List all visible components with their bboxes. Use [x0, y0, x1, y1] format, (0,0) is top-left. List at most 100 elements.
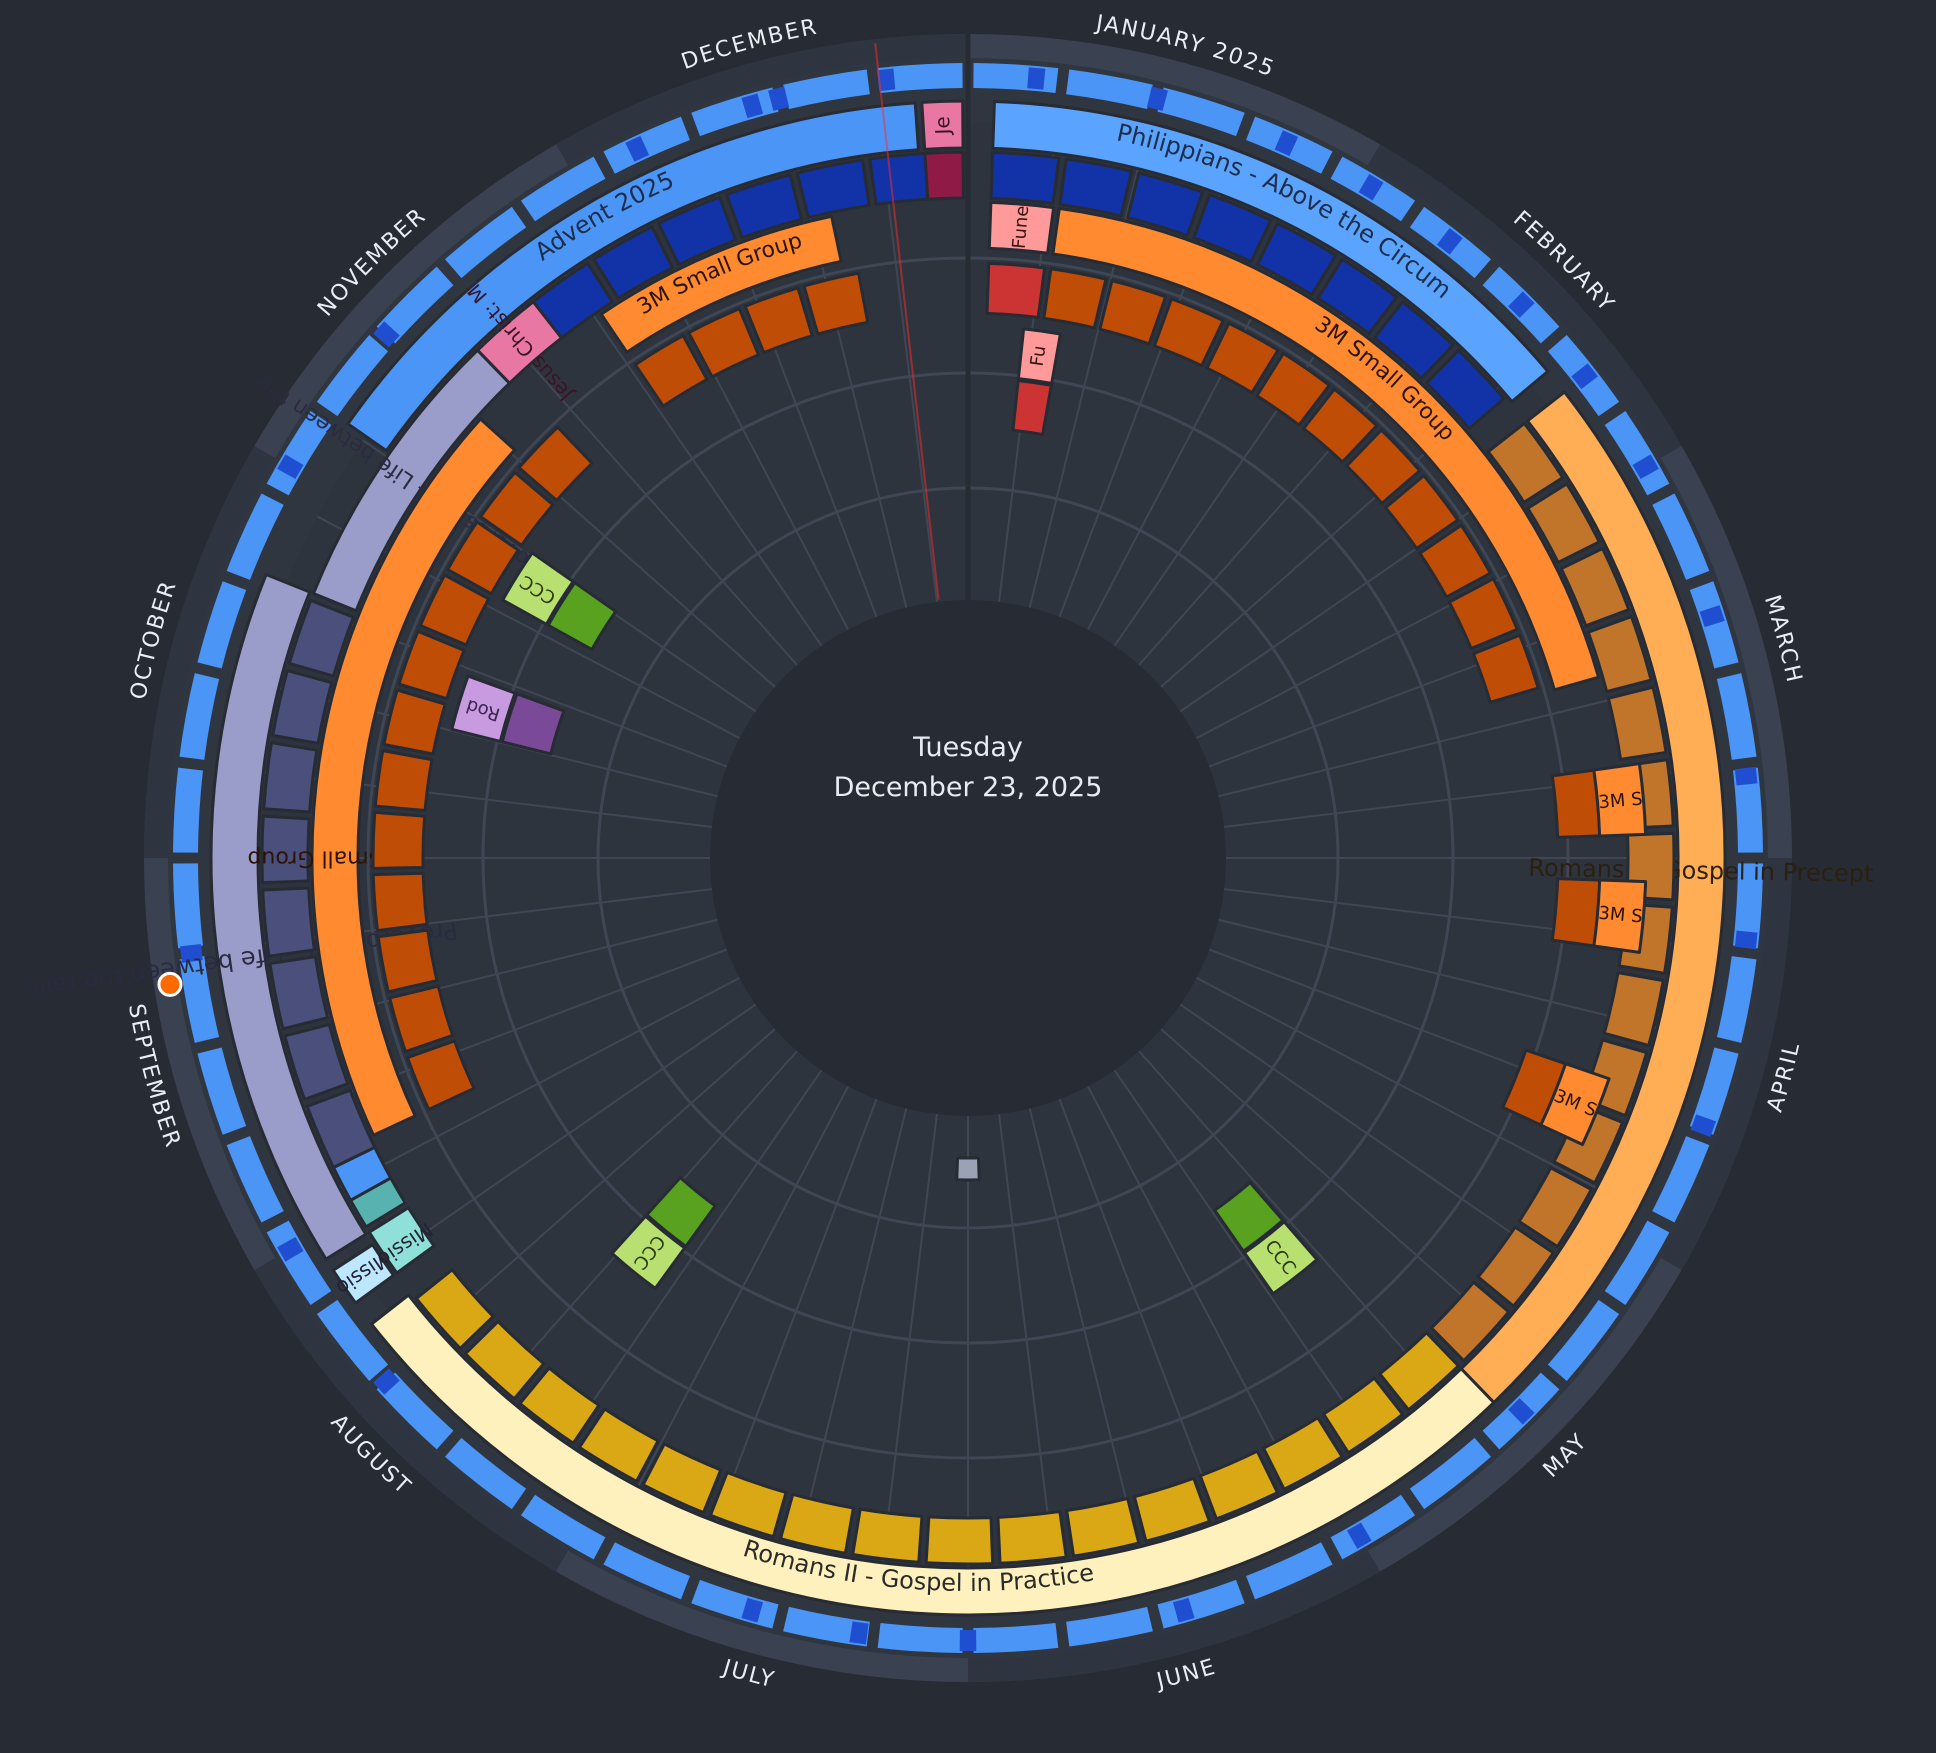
series-philippians[interactable] [991, 99, 1550, 404]
lane2-block[interactable] [1192, 193, 1273, 264]
lane4-block[interactable] [479, 470, 555, 547]
week-cell[interactable] [603, 1542, 690, 1600]
lane2-block[interactable] [1198, 1449, 1279, 1521]
series-ccc[interactable] [610, 1214, 687, 1290]
week-cell[interactable] [1604, 410, 1670, 496]
ccc-block[interactable] [546, 581, 618, 652]
lane4-block[interactable] [1152, 297, 1225, 368]
lane2-block[interactable] [1526, 482, 1601, 564]
series-je[interactable] [920, 99, 965, 151]
series-3m-oct[interactable] [310, 417, 517, 1137]
lane2-block[interactable] [1424, 348, 1506, 430]
lane2-block[interactable] [1429, 1280, 1511, 1363]
week-cell[interactable] [1716, 673, 1757, 760]
lane4-block[interactable] [1447, 577, 1519, 651]
lane2-block[interactable] [1372, 300, 1455, 380]
lane4-block[interactable] [1098, 279, 1168, 346]
lane2-block[interactable] [271, 669, 334, 745]
lane2-block[interactable] [1065, 1496, 1141, 1558]
series-3m-feb[interactable] [1051, 206, 1601, 692]
week-cell[interactable] [226, 493, 284, 580]
lane2-block[interactable] [1316, 257, 1399, 336]
week-cell[interactable] [376, 266, 454, 344]
week-cell[interactable] [973, 1623, 1059, 1653]
series-advent[interactable] [346, 101, 920, 453]
lane4-block[interactable] [517, 425, 594, 502]
week-cell[interactable] [316, 334, 389, 417]
lane4-block[interactable] [1383, 474, 1460, 551]
lane2-block[interactable] [260, 814, 311, 885]
lane2-block[interactable] [1606, 685, 1668, 761]
lane2-block[interactable] [779, 1492, 855, 1555]
week-cell[interactable] [1604, 1220, 1670, 1306]
lane2-block[interactable] [268, 955, 330, 1031]
week-cell[interactable] [226, 1136, 284, 1223]
week-cell[interactable] [783, 69, 870, 110]
lane2-block[interactable] [924, 1515, 995, 1566]
lane2-block[interactable] [795, 158, 871, 220]
lane2-block[interactable] [923, 150, 965, 201]
lane2-block[interactable] [1262, 1416, 1344, 1491]
lane2-block[interactable] [657, 195, 738, 267]
lane4-block[interactable] [371, 810, 427, 870]
lane2-block[interactable] [287, 598, 356, 678]
lane4-block[interactable] [446, 520, 520, 596]
week-cell[interactable] [1733, 767, 1763, 853]
series-missio-2[interactable] [367, 1206, 436, 1275]
lane4-block[interactable] [802, 271, 870, 336]
lane2-block[interactable] [1378, 1331, 1460, 1412]
week-cell[interactable] [266, 1220, 332, 1306]
week-cell[interactable] [1689, 581, 1739, 669]
event-dot[interactable] [157, 971, 183, 997]
lane4-block[interactable] [1302, 387, 1379, 464]
series-romans-2[interactable] [369, 1293, 1496, 1617]
lane2-block[interactable] [1058, 157, 1134, 218]
week-cell[interactable] [877, 1623, 963, 1653]
lane2-block[interactable] [1602, 971, 1665, 1047]
lane2-block[interactable] [1559, 547, 1631, 628]
week-cell[interactable] [197, 581, 247, 669]
lane2-block[interactable] [1476, 1225, 1555, 1308]
series-3m-s[interactable] [1592, 878, 1648, 954]
fu-block[interactable] [1011, 379, 1053, 437]
week-cell[interactable] [266, 410, 332, 496]
week-cell[interactable] [179, 673, 220, 760]
week-cell[interactable] [1066, 1606, 1153, 1647]
lane4-block[interactable] [1255, 351, 1331, 427]
lane2-block[interactable] [641, 1442, 723, 1515]
lane2-block[interactable] [1322, 1376, 1405, 1455]
week-cell[interactable] [520, 156, 606, 222]
week-cell[interactable] [520, 1494, 606, 1560]
lane2-block[interactable] [531, 261, 614, 340]
series-proverbs-1[interactable] [209, 572, 368, 1261]
lane2-block[interactable] [261, 886, 316, 958]
lane2-block[interactable] [851, 1507, 924, 1564]
week-cell[interactable] [444, 206, 527, 279]
lane2-block[interactable] [592, 225, 674, 300]
week-cell[interactable] [1716, 956, 1757, 1043]
week-cell[interactable] [316, 1299, 389, 1382]
lane4-block[interactable] [405, 1039, 476, 1111]
lane2-block[interactable] [1126, 171, 1205, 237]
lane2-block[interactable] [989, 150, 1061, 205]
week-cell[interactable] [1652, 493, 1710, 580]
week-cell[interactable] [173, 863, 203, 949]
lane4-block[interactable] [1205, 321, 1280, 395]
week-cell[interactable] [1689, 1047, 1739, 1135]
series-ccc[interactable] [501, 551, 575, 626]
series-ccc[interactable] [1242, 1220, 1319, 1296]
lane2-block[interactable] [1586, 615, 1653, 694]
lane4-block[interactable] [1471, 633, 1540, 704]
lane2-block[interactable] [414, 1268, 495, 1350]
lane2-block[interactable] [996, 1510, 1068, 1565]
lane2-block[interactable] [262, 741, 319, 814]
week-cell[interactable] [1409, 1437, 1492, 1510]
lane2-block[interactable] [283, 1022, 350, 1101]
week-cell[interactable] [783, 1606, 870, 1647]
lane4-block[interactable] [388, 984, 455, 1054]
series-missio-1[interactable] [331, 1243, 396, 1305]
series-3m-s[interactable] [1592, 762, 1648, 838]
week-cell[interactable] [173, 767, 203, 853]
series-fu[interactable] [1016, 327, 1062, 385]
